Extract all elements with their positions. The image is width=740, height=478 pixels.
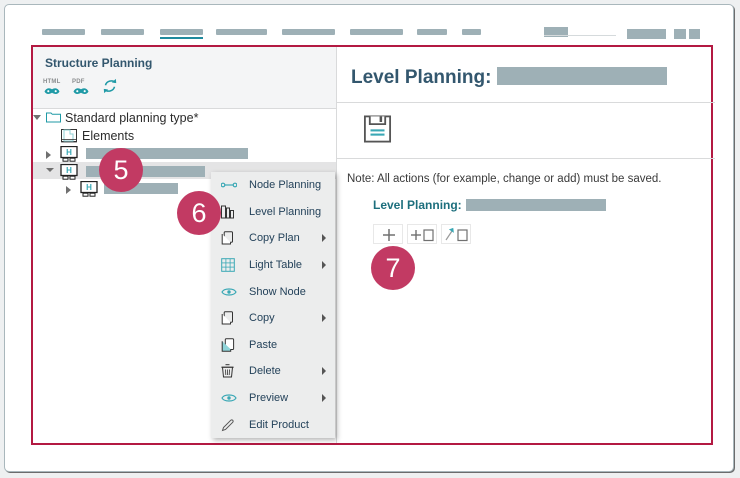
svg-text:H: H (86, 183, 92, 192)
svg-text:H: H (66, 148, 72, 157)
svg-text:H: H (66, 166, 72, 175)
